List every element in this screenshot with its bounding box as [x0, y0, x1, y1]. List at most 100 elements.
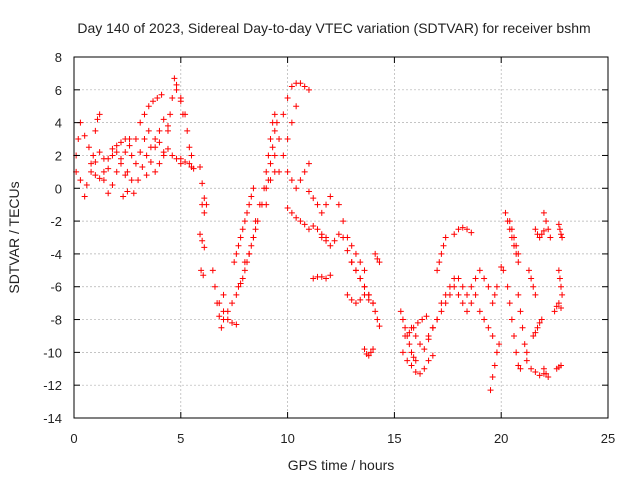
- series-trace-47: [451, 224, 475, 238]
- data-point: [160, 152, 167, 159]
- data-point: [543, 370, 550, 377]
- data-point: [376, 323, 383, 330]
- data-point: [421, 365, 428, 372]
- data-point: [160, 116, 167, 123]
- y-tick-label: 0: [55, 181, 62, 196]
- data-point: [506, 300, 513, 307]
- data-point: [468, 229, 475, 236]
- data-point: [506, 218, 513, 225]
- data-point: [374, 255, 381, 262]
- data-point: [158, 91, 165, 98]
- data-point: [265, 152, 272, 159]
- data-point: [182, 111, 189, 118]
- y-axis-tick-labels: -14 -12 -10 -8 -6 -4 -2 0 2 4 6 8: [43, 50, 62, 426]
- data-point: [235, 283, 242, 290]
- data-point: [96, 149, 103, 156]
- data-point: [201, 209, 208, 216]
- data-point: [425, 332, 432, 339]
- series-trace-67: [555, 267, 566, 298]
- series-trace-46: [438, 275, 466, 307]
- x-axis-tick-labels: 0 5 10 15 20 25: [70, 431, 615, 446]
- data-point: [511, 234, 518, 241]
- x-tick-label: 10: [280, 431, 294, 446]
- data-point: [485, 283, 492, 290]
- data-point: [135, 177, 142, 184]
- series-trace-20: [220, 291, 240, 328]
- data-point: [88, 160, 95, 167]
- data-point: [246, 250, 253, 257]
- data-point: [374, 316, 381, 323]
- data-point: [218, 324, 225, 331]
- data-point: [276, 136, 283, 143]
- data-point: [124, 168, 131, 175]
- data-point: [540, 365, 547, 372]
- data-point: [216, 300, 223, 307]
- data-point: [438, 300, 445, 307]
- series-trace-48: [451, 283, 479, 315]
- data-point: [203, 201, 210, 208]
- data-point: [419, 316, 426, 323]
- data-point: [348, 242, 355, 249]
- data-point: [532, 329, 539, 336]
- data-point: [361, 346, 368, 353]
- data-point: [92, 172, 99, 179]
- data-point: [252, 226, 259, 233]
- data-point: [201, 244, 208, 251]
- data-point: [100, 168, 107, 175]
- data-point: [365, 352, 372, 359]
- series-trace-37: [361, 346, 377, 359]
- data-point: [508, 226, 515, 233]
- data-point: [128, 177, 135, 184]
- data-point: [451, 283, 458, 290]
- series-trace-63: [540, 365, 552, 380]
- data-point: [224, 308, 231, 315]
- data-point: [152, 168, 159, 175]
- data-point: [545, 373, 552, 380]
- data-point: [248, 242, 255, 249]
- data-point: [122, 172, 129, 179]
- data-point: [357, 259, 364, 266]
- data-point: [128, 152, 135, 159]
- series-trace-62: [540, 209, 554, 241]
- data-point: [468, 300, 475, 307]
- data-point: [126, 142, 133, 149]
- data-point: [348, 296, 355, 303]
- data-point: [399, 349, 406, 356]
- data-point: [109, 152, 116, 159]
- data-point: [440, 242, 447, 249]
- series-trace-03: [88, 136, 133, 182]
- data-point: [305, 188, 312, 195]
- data-point: [184, 127, 191, 134]
- data-point: [530, 332, 537, 339]
- data-point: [464, 226, 471, 233]
- data-point: [519, 324, 526, 331]
- data-point: [113, 149, 120, 156]
- series-trace-21: [231, 185, 257, 266]
- series-trace-55: [504, 283, 524, 372]
- data-point: [201, 195, 208, 202]
- series-trace-05: [105, 136, 133, 197]
- series-trace-51: [487, 341, 503, 394]
- series-trace-39: [372, 308, 383, 330]
- data-point: [323, 275, 330, 282]
- data-point: [530, 283, 537, 290]
- data-point: [538, 231, 545, 238]
- data-point: [412, 369, 419, 376]
- data-point: [472, 275, 479, 282]
- series-trace-27: [276, 103, 300, 175]
- data-point: [357, 296, 364, 303]
- data-point: [438, 308, 445, 315]
- data-point: [455, 291, 462, 298]
- data-point: [515, 362, 522, 369]
- data-point: [436, 259, 443, 266]
- data-point: [271, 111, 278, 118]
- y-tick-label: 8: [55, 50, 62, 65]
- data-point: [438, 250, 445, 257]
- data-point: [100, 177, 107, 184]
- data-point: [344, 291, 351, 298]
- data-point: [305, 226, 312, 233]
- data-point: [348, 259, 355, 266]
- data-point: [558, 283, 565, 290]
- series-trace-26: [271, 80, 312, 159]
- data-point: [314, 226, 321, 233]
